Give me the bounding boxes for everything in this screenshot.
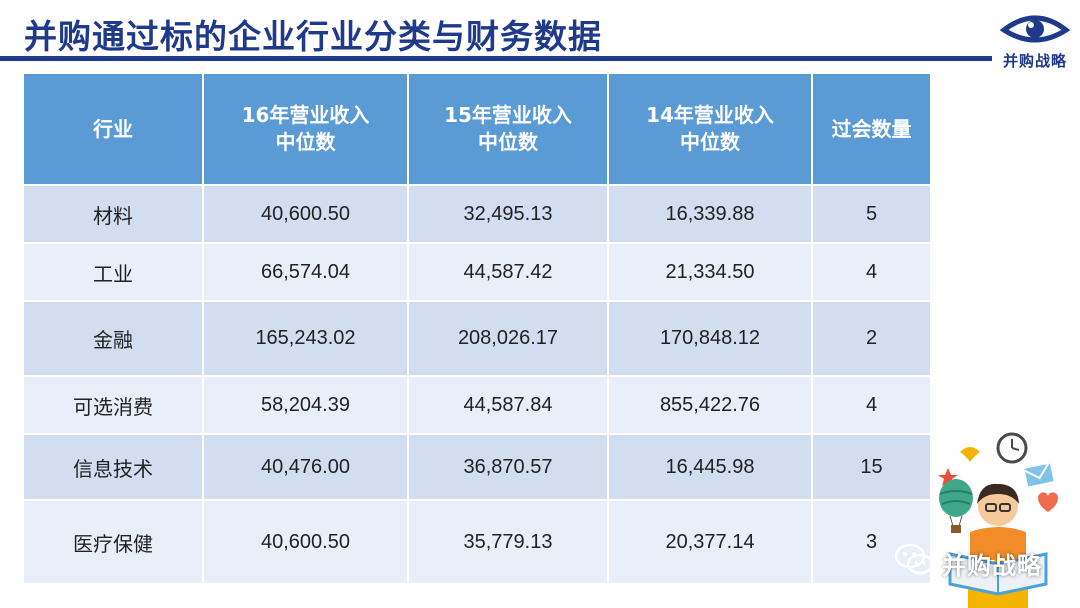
bird-icon xyxy=(960,447,980,462)
title-underline xyxy=(0,56,992,61)
revenue-2016-cell: 66,574.04 xyxy=(202,242,409,302)
revenue-2014-cell: 855,422.76 xyxy=(607,375,813,435)
revenue-2016-cell: 40,600.50 xyxy=(202,184,409,244)
header-revenue-2016: 16年营业收入 中位数 xyxy=(202,72,409,186)
eye-logo-icon xyxy=(999,15,1071,43)
brand-logo: 并购战略 xyxy=(996,10,1074,74)
table-row: 金融 165,243.02 208,026.17 170,848.12 2 xyxy=(22,300,932,377)
industry-cell: 医疗保健 xyxy=(22,499,204,585)
revenue-2016-cell: 40,600.50 xyxy=(202,499,409,585)
table-row: 医疗保健 40,600.50 35,779.13 20,377.14 3 xyxy=(22,499,932,585)
industry-financial-table: 行业 16年营业收入 中位数 15年营业收入 中位数 14年营业收入 中位数 过会数量… xyxy=(22,72,932,585)
watermark-text: 并购战略 xyxy=(942,552,1042,580)
header-approved-count: 过会数量 xyxy=(811,72,932,186)
approved-count-cell: 2 xyxy=(811,300,932,377)
approved-count-cell: 5 xyxy=(811,184,932,244)
table-row: 可选消费 58,204.39 44,587.84 855,422.76 4 xyxy=(22,375,932,435)
revenue-2015-cell: 44,587.84 xyxy=(407,375,609,435)
slide-title: 并购通过标的企业行业分类与财务数据 xyxy=(24,17,602,56)
decorative-illustration xyxy=(930,428,1060,608)
revenue-2015-cell: 36,870.57 xyxy=(407,433,609,501)
revenue-2016-cell: 40,476.00 xyxy=(202,433,409,501)
wechat-icon xyxy=(894,543,934,575)
revenue-2014-cell: 170,848.12 xyxy=(607,300,813,377)
revenue-2014-cell: 20,377.14 xyxy=(607,499,813,585)
industry-cell: 工业 xyxy=(22,242,204,302)
revenue-2015-cell: 35,779.13 xyxy=(407,499,609,585)
revenue-2015-cell: 208,026.17 xyxy=(407,300,609,377)
industry-cell: 金融 xyxy=(22,300,204,377)
header-industry: 行业 xyxy=(22,72,204,186)
balloon-icon xyxy=(939,479,973,533)
revenue-2015-cell: 32,495.13 xyxy=(407,184,609,244)
approved-count-cell: 3 xyxy=(811,499,932,585)
header-revenue-2014: 14年营业收入 中位数 xyxy=(607,72,813,186)
person-reading-icon xyxy=(948,483,1048,608)
industry-cell: 材料 xyxy=(22,184,204,244)
table-row: 材料 40,600.50 32,495.13 16,339.88 5 xyxy=(22,184,932,244)
revenue-2014-cell: 16,339.88 xyxy=(607,184,813,244)
envelope-icon xyxy=(1024,461,1054,487)
approved-count-cell: 4 xyxy=(811,375,932,435)
star-icon xyxy=(938,468,958,486)
revenue-2014-cell: 21,334.50 xyxy=(607,242,813,302)
industry-cell: 信息技术 xyxy=(22,433,204,501)
industry-cell: 可选消费 xyxy=(22,375,204,435)
logo-text: 并购战略 xyxy=(1002,52,1067,70)
table-header-row: 行业 16年营业收入 中位数 15年营业收入 中位数 14年营业收入 中位数 过会数量 xyxy=(22,72,932,186)
approved-count-cell: 15 xyxy=(811,433,932,501)
clock-icon xyxy=(996,432,1028,464)
table-row: 信息技术 40,476.00 36,870.57 16,445.98 15 xyxy=(22,433,932,501)
wechat-watermark: 并购战略 xyxy=(892,540,1078,580)
revenue-2016-cell: 165,243.02 xyxy=(202,300,409,377)
approved-count-cell: 4 xyxy=(811,242,932,302)
revenue-2015-cell: 44,587.42 xyxy=(407,242,609,302)
revenue-2014-cell: 16,445.98 xyxy=(607,433,813,501)
heart-icon xyxy=(1038,492,1058,512)
header-revenue-2015: 15年营业收入 中位数 xyxy=(407,72,609,186)
table-row: 工业 66,574.04 44,587.42 21,334.50 4 xyxy=(22,242,932,302)
revenue-2016-cell: 58,204.39 xyxy=(202,375,409,435)
